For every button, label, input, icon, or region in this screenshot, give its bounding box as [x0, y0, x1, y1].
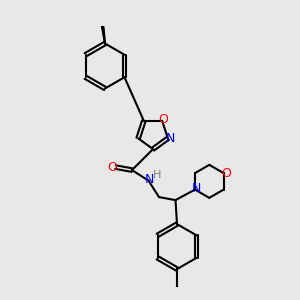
Text: N: N: [166, 132, 176, 145]
Text: O: O: [159, 113, 169, 126]
Text: N: N: [145, 173, 154, 186]
Text: N: N: [191, 182, 201, 195]
Text: O: O: [221, 167, 231, 180]
Text: O: O: [107, 160, 117, 174]
Text: H: H: [153, 169, 161, 180]
